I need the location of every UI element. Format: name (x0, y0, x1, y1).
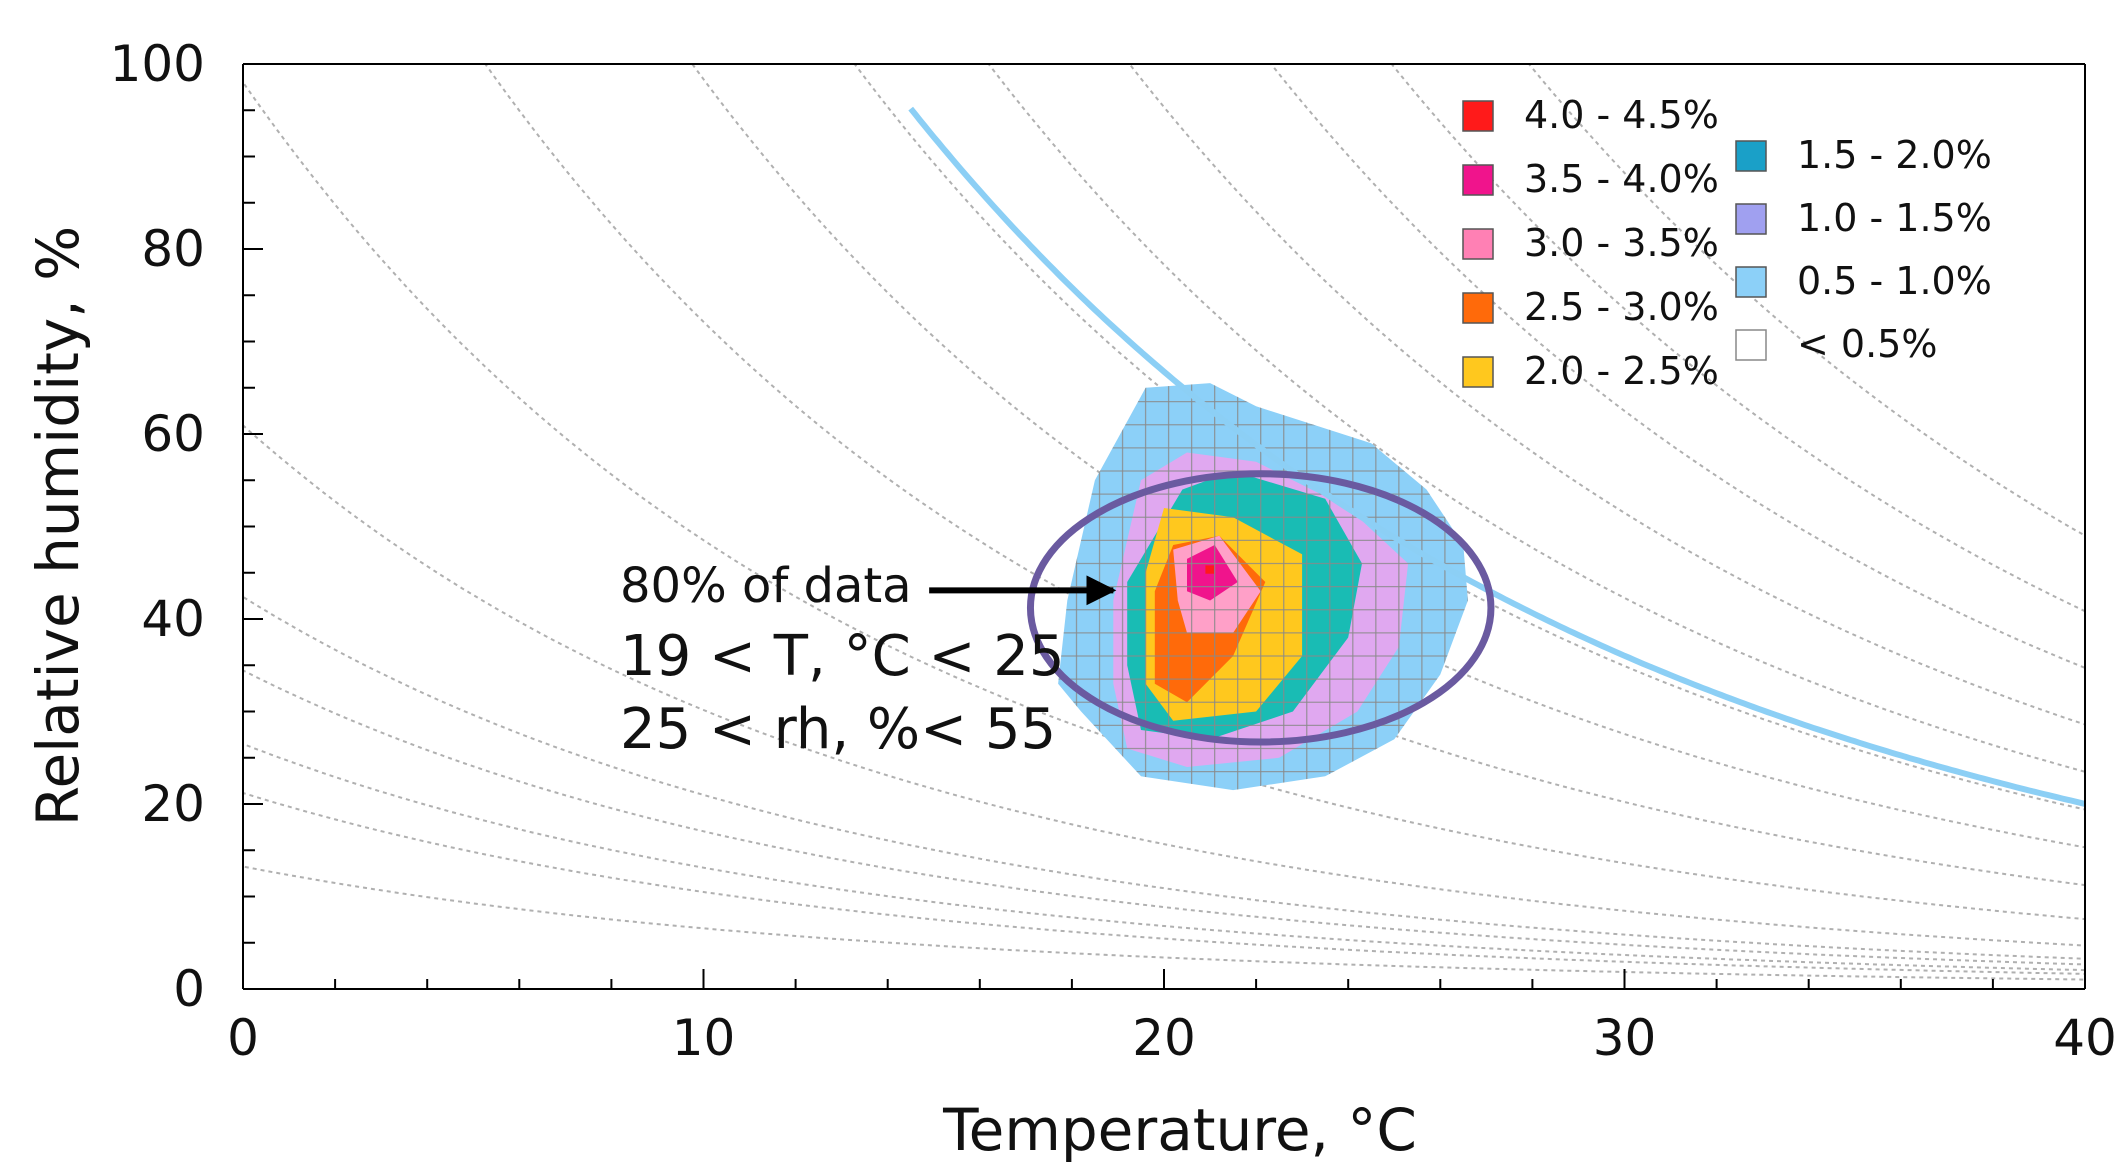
legend-swatch (1735, 266, 1767, 298)
legend-swatch (1735, 329, 1767, 361)
legend-label: < 0.5% (1797, 322, 1937, 366)
background-curve-2 (243, 742, 2085, 972)
annotation-line-2: 19 < T, °C < 25 (620, 624, 1064, 689)
x-tick-label: 20 (1132, 1009, 1196, 1067)
legend-swatch (1462, 228, 1494, 260)
background-curve-5 (243, 424, 2085, 947)
legend-label: 4.0 - 4.5% (1524, 93, 1719, 137)
contour-band-7 (1205, 565, 1215, 574)
legend-label: 0.5 - 1.0% (1797, 259, 1992, 303)
x-tick-label: 30 (1593, 1009, 1657, 1067)
background-curve-0 (243, 865, 2085, 981)
legend-swatch (1462, 100, 1494, 132)
y-tick-label: 40 (141, 590, 205, 648)
annotation-line-1: 80% of data (620, 558, 912, 614)
background-curve-1 (243, 791, 2085, 975)
x-tick-label: 10 (672, 1009, 736, 1067)
legend: 4.0 - 4.5% 3.5 - 4.0% 3.0 - 3.5% 2.5 - 3.0%… (1462, 93, 1992, 393)
background-curve-9 (853, 64, 2085, 811)
y-tick-label: 20 (141, 775, 205, 833)
legend-swatch (1462, 292, 1494, 324)
annotation-line-3: 25 < rh, %< 55 (620, 697, 1056, 762)
background-curve-12 (1269, 64, 2085, 669)
legend-swatch (1735, 140, 1767, 172)
x-tick-label: 0 (227, 1009, 259, 1067)
saturation-curve (908, 106, 2085, 807)
background-curve-11 (1128, 64, 2085, 726)
y-tick-label: 60 (141, 405, 205, 463)
legend-label: 1.0 - 1.5% (1797, 196, 1992, 240)
legend-label: 2.5 - 3.0% (1524, 285, 1719, 329)
comfort-circle-group (1026, 470, 1495, 746)
saturation-curve-group (908, 106, 2085, 807)
legend-label: 1.5 - 2.0% (1797, 133, 1992, 177)
background-curve-4 (243, 595, 2085, 960)
tick-marks (242, 63, 2086, 990)
background-curve-13 (1390, 64, 2085, 613)
legend-label: 2.0 - 2.5% (1524, 349, 1719, 393)
annotation: 80% of data 19 < T, °C < 25 25 < rh, %< … (620, 558, 1117, 762)
background-curve-3 (243, 669, 2085, 966)
legend-label: 3.0 - 3.5% (1524, 221, 1719, 265)
y-tick-label: 0 (173, 960, 205, 1018)
y-axis-title: Relative humidity, % (24, 226, 92, 826)
y-tick-label: 80 (141, 220, 205, 278)
legend-swatch (1462, 356, 1494, 388)
y-tick-label: 100 (110, 35, 205, 93)
x-tick-label: 40 (2053, 1009, 2117, 1067)
comfort-circle (1026, 470, 1495, 746)
x-axis-title: Temperature, °C (942, 1096, 1417, 1164)
legend-swatch (1735, 203, 1767, 235)
tick-labels: 0 10 20 30 40 0 20 40 60 80 100 (110, 35, 2117, 1067)
legend-label: 3.5 - 4.0% (1524, 157, 1719, 201)
background-curve-14 (1527, 64, 2085, 537)
legend-swatch (1462, 164, 1494, 196)
